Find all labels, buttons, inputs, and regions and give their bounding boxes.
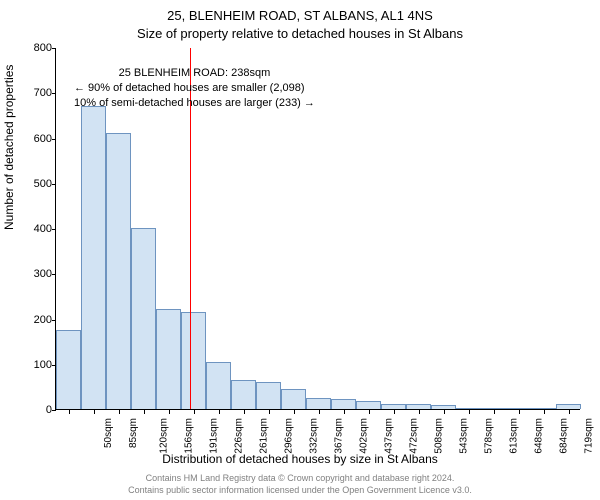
y-tick-label: 600 (24, 133, 52, 145)
y-tick-mark (52, 320, 56, 321)
annotation-line: 25 BLENHEIM ROAD: 238sqm (74, 66, 315, 81)
histogram-bar (56, 330, 81, 409)
histogram-bar (131, 228, 156, 409)
x-tick-label: 543sqm (458, 418, 469, 454)
x-tick-mark (169, 410, 170, 414)
x-tick-mark (444, 410, 445, 414)
y-tick-mark (52, 93, 56, 94)
x-tick-mark (219, 410, 220, 414)
y-tick-label: 700 (24, 87, 52, 99)
attribution-line1: Contains HM Land Registry data © Crown c… (0, 473, 600, 483)
y-tick-label: 400 (24, 223, 52, 235)
histogram-bar (431, 405, 456, 409)
x-tick-label: 261sqm (258, 418, 269, 454)
histogram-bar (531, 408, 556, 409)
chart-title-line1: 25, BLENHEIM ROAD, ST ALBANS, AL1 4NS (0, 8, 600, 23)
x-tick-mark (69, 410, 70, 414)
attribution-line2: Contains public sector information licen… (0, 485, 600, 495)
histogram-bar (406, 404, 431, 409)
histogram-bar (106, 133, 131, 409)
x-tick-mark (394, 410, 395, 414)
x-tick-mark (244, 410, 245, 414)
histogram-bar (206, 362, 231, 410)
x-tick-label: 472sqm (408, 418, 419, 454)
x-tick-mark (194, 410, 195, 414)
annotation-line: ← 90% of detached houses are smaller (2,… (74, 81, 315, 96)
chart-container: 25, BLENHEIM ROAD, ST ALBANS, AL1 4NS Si… (0, 0, 600, 500)
histogram-bar (356, 401, 381, 409)
x-tick-label: 156sqm (183, 418, 194, 454)
x-tick-mark (269, 410, 270, 414)
histogram-bar (556, 404, 581, 409)
x-tick-label: 719sqm (583, 418, 594, 454)
histogram-bar (156, 309, 181, 409)
x-tick-mark (544, 410, 545, 414)
x-tick-label: 332sqm (308, 418, 319, 454)
annotation-line: 10% of semi-detached houses are larger (… (74, 96, 315, 111)
x-tick-mark (494, 410, 495, 414)
y-tick-label: 300 (24, 268, 52, 280)
x-tick-label: 508sqm (433, 418, 444, 454)
x-tick-label: 50sqm (103, 418, 114, 448)
x-tick-label: 120sqm (158, 418, 169, 454)
x-tick-label: 85sqm (128, 418, 139, 448)
y-tick-label: 800 (24, 42, 52, 54)
x-tick-mark (369, 410, 370, 414)
y-tick-label: 0 (24, 404, 52, 416)
x-tick-mark (344, 410, 345, 414)
x-tick-label: 402sqm (358, 418, 369, 454)
y-tick-mark (52, 274, 56, 275)
x-tick-mark (144, 410, 145, 414)
histogram-bar (281, 389, 306, 409)
y-tick-label: 200 (24, 314, 52, 326)
plot-area: 010020030040050060070080050sqm85sqm120sq… (55, 48, 580, 410)
annotation-box: 25 BLENHEIM ROAD: 238sqm← 90% of detache… (74, 66, 315, 111)
x-tick-label: 578sqm (483, 418, 494, 454)
x-tick-label: 191sqm (208, 418, 219, 454)
x-tick-label: 648sqm (533, 418, 544, 454)
histogram-bar (256, 382, 281, 409)
x-tick-mark (294, 410, 295, 414)
x-tick-mark (419, 410, 420, 414)
histogram-bar (81, 106, 106, 409)
x-tick-mark (119, 410, 120, 414)
y-tick-label: 500 (24, 178, 52, 190)
chart-title-line2: Size of property relative to detached ho… (0, 26, 600, 41)
y-tick-mark (52, 229, 56, 230)
x-axis-label: Distribution of detached houses by size … (0, 452, 600, 466)
y-tick-mark (52, 48, 56, 49)
y-tick-mark (52, 184, 56, 185)
x-tick-label: 613sqm (508, 418, 519, 454)
x-tick-label: 367sqm (333, 418, 344, 454)
histogram-bar (331, 399, 356, 409)
histogram-bar (306, 398, 331, 409)
y-tick-label: 100 (24, 359, 52, 371)
histogram-bar (506, 408, 531, 409)
histogram-bar (381, 404, 406, 409)
x-tick-mark (94, 410, 95, 414)
histogram-bar (181, 312, 206, 409)
x-tick-label: 226sqm (233, 418, 244, 454)
y-axis-label: Number of detached properties (2, 65, 16, 230)
histogram-bar (456, 408, 481, 409)
x-tick-mark (519, 410, 520, 414)
x-tick-mark (319, 410, 320, 414)
x-tick-label: 684sqm (558, 418, 569, 454)
x-tick-label: 296sqm (283, 418, 294, 454)
y-tick-mark (52, 410, 56, 411)
x-tick-mark (469, 410, 470, 414)
histogram-bar (231, 380, 256, 409)
x-tick-mark (569, 410, 570, 414)
x-tick-label: 437sqm (383, 418, 394, 454)
y-tick-mark (52, 139, 56, 140)
histogram-bar (481, 408, 506, 409)
